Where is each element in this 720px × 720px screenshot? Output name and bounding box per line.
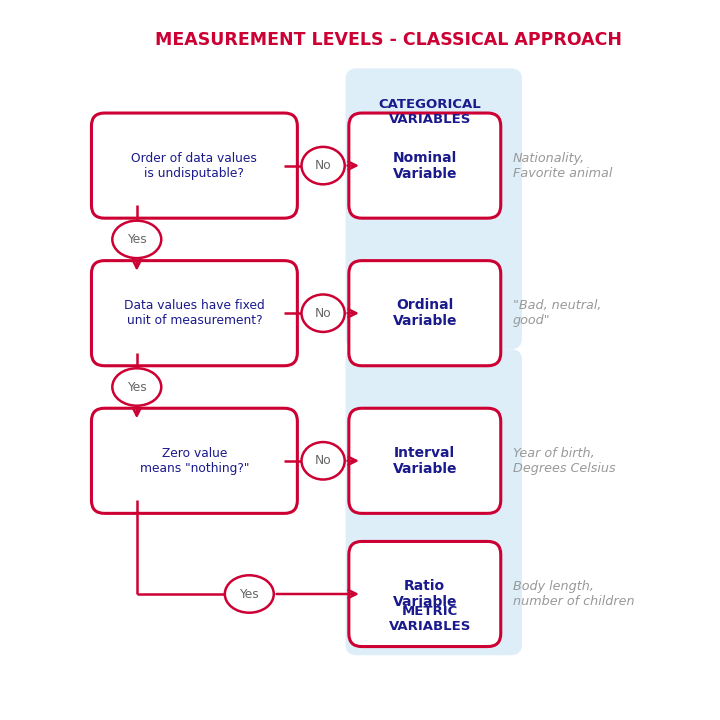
Text: Yes: Yes	[127, 380, 147, 394]
Text: Order of data values
is undisputable?: Order of data values is undisputable?	[132, 152, 257, 179]
Text: Ordinal
Variable: Ordinal Variable	[392, 298, 457, 328]
Text: "Bad, neutral,
good": "Bad, neutral, good"	[513, 300, 601, 327]
Text: No: No	[315, 307, 331, 320]
FancyBboxPatch shape	[91, 261, 297, 366]
FancyBboxPatch shape	[91, 113, 297, 218]
Text: Interval
Variable: Interval Variable	[392, 446, 457, 476]
FancyBboxPatch shape	[346, 349, 522, 655]
Text: Body length,
number of children: Body length, number of children	[513, 580, 634, 608]
FancyBboxPatch shape	[348, 261, 500, 366]
FancyBboxPatch shape	[348, 113, 500, 218]
Text: Ratio
Variable: Ratio Variable	[392, 579, 457, 609]
Text: Data values have fixed
unit of measurement?: Data values have fixed unit of measureme…	[124, 300, 265, 327]
FancyBboxPatch shape	[346, 68, 522, 349]
Ellipse shape	[302, 294, 345, 332]
Ellipse shape	[112, 369, 161, 406]
Ellipse shape	[302, 442, 345, 480]
Text: Nominal
Variable: Nominal Variable	[392, 150, 457, 181]
Text: Yes: Yes	[127, 233, 147, 246]
Text: Yes: Yes	[240, 588, 259, 600]
Text: No: No	[315, 454, 331, 467]
Text: No: No	[315, 159, 331, 172]
Text: Nationality,
Favorite animal: Nationality, Favorite animal	[513, 152, 613, 179]
FancyBboxPatch shape	[91, 408, 297, 513]
Ellipse shape	[112, 221, 161, 258]
FancyBboxPatch shape	[348, 541, 500, 647]
Text: MEASUREMENT LEVELS - CLASSICAL APPROACH: MEASUREMENT LEVELS - CLASSICAL APPROACH	[156, 30, 622, 49]
Ellipse shape	[302, 147, 345, 184]
Text: Year of birth,
Degrees Celsius: Year of birth, Degrees Celsius	[513, 447, 616, 474]
Text: Zero value
means "nothing?": Zero value means "nothing?"	[140, 447, 249, 474]
FancyBboxPatch shape	[348, 408, 500, 513]
Text: CATEGORICAL
VARIABLES: CATEGORICAL VARIABLES	[379, 98, 482, 125]
Text: METRIC
VARIABLES: METRIC VARIABLES	[389, 606, 472, 633]
Ellipse shape	[225, 575, 274, 613]
